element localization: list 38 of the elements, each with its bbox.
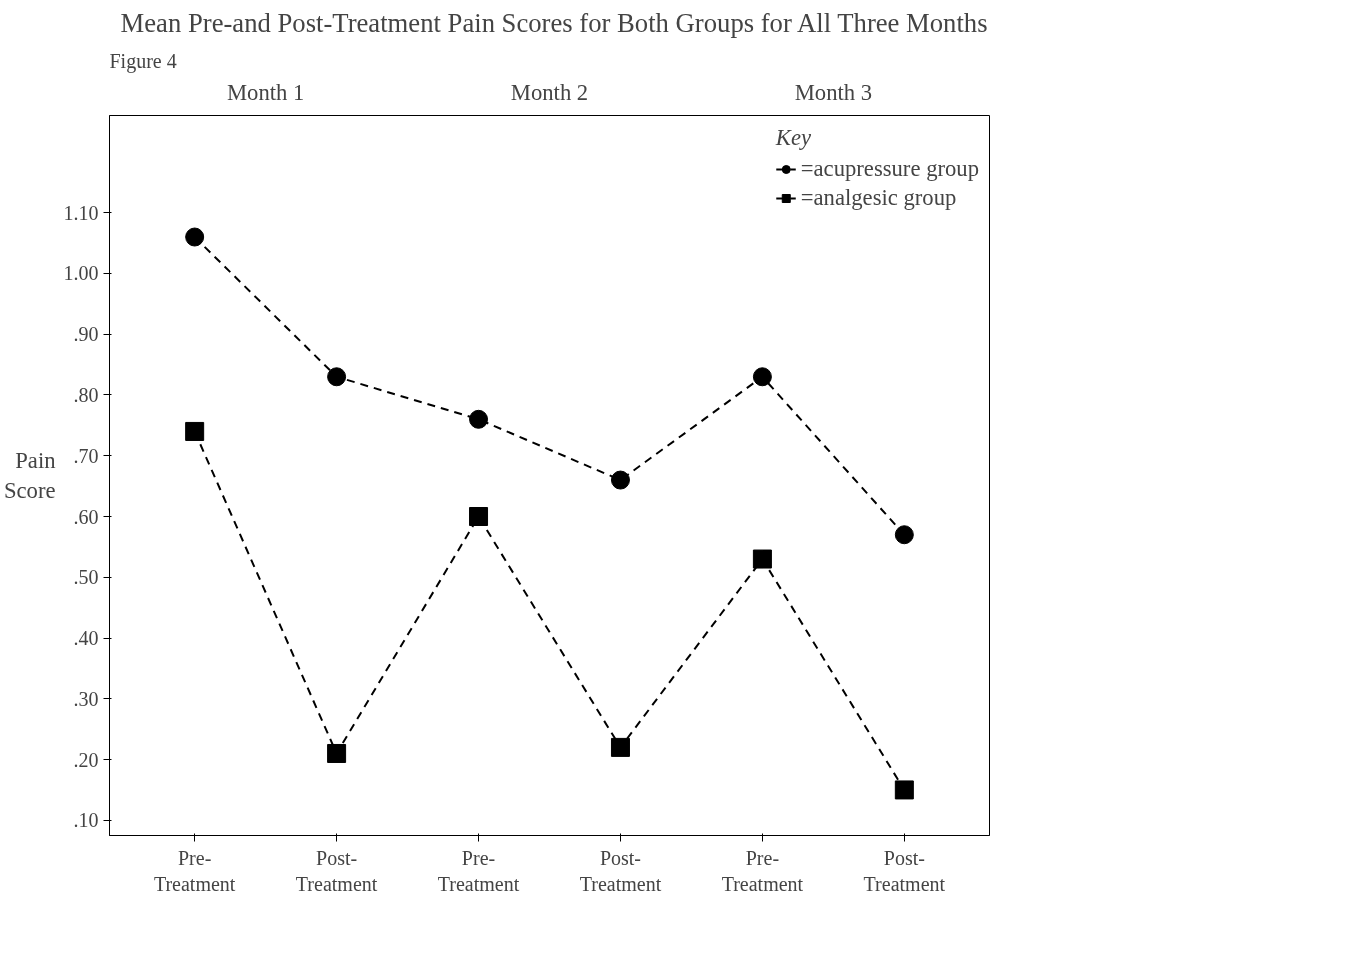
point	[610, 737, 630, 757]
x-tick-label: Pre- Treatment	[153, 846, 236, 895]
y-tick-label: .40	[73, 627, 99, 650]
y-tick-label: 1.00	[63, 262, 99, 285]
point	[185, 421, 205, 441]
legend-label: =analgesic group	[800, 185, 957, 211]
x-tick-label: Post- Treatment	[579, 846, 662, 895]
point	[752, 549, 772, 569]
x-tick-label: Pre- Treatment	[437, 846, 520, 895]
point	[469, 409, 489, 429]
text: Month 3	[794, 79, 873, 105]
y-tick-label: .10	[73, 809, 99, 832]
y-tick-label: .90	[73, 323, 99, 346]
point	[469, 507, 489, 527]
legend-title: Key	[775, 125, 812, 151]
point	[327, 743, 347, 763]
text: Month 2	[510, 79, 589, 105]
y-tick-label: .70	[73, 444, 99, 467]
point	[894, 780, 914, 800]
y-tick-label: .80	[73, 383, 99, 406]
y-tick-label: .60	[73, 505, 99, 528]
x-tick-label: Pre- Treatment	[721, 846, 804, 895]
point	[185, 227, 205, 247]
y-tick-label: 1.10	[63, 201, 99, 224]
point	[327, 367, 347, 387]
legend-label: =acupressure group	[800, 156, 979, 182]
caption: Figure 4	[109, 49, 177, 73]
x-tick-label: Post- Treatment	[295, 846, 378, 895]
y-tick-label: .30	[73, 687, 99, 710]
chart-title: Mean Pre-and Post-Treatment Pain Scores for Both Groups for All Three Months	[120, 7, 988, 38]
point	[752, 367, 772, 387]
point	[610, 470, 630, 490]
y-tick-label: .50	[73, 566, 99, 589]
y-axis-title: Pain Score	[3, 448, 56, 503]
x-tick-label: Post- Treatment	[863, 846, 946, 895]
point	[894, 525, 914, 545]
text: Month 1	[226, 79, 305, 105]
y-tick-label: .20	[73, 748, 99, 771]
